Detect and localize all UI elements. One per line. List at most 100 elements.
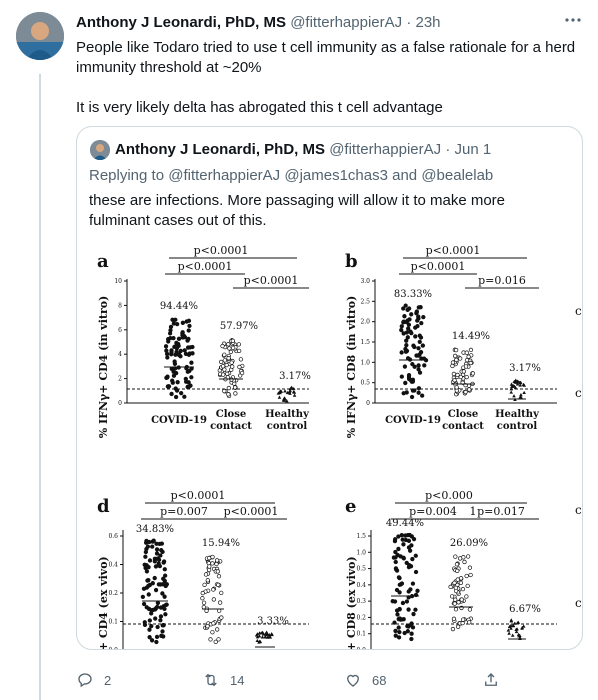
data-point <box>468 347 474 353</box>
tweet-text-line-2: It is very likely delta has abrogated th… <box>76 99 443 116</box>
category-close-2: contact <box>210 421 252 432</box>
data-point <box>464 357 470 363</box>
data-point <box>392 537 398 542</box>
data-point <box>216 582 221 587</box>
data-point <box>506 628 511 632</box>
data-point <box>412 388 417 393</box>
replying-handle-2[interactable]: @james1chas3 <box>284 167 388 184</box>
data-point <box>393 633 398 638</box>
edge-letter: c <box>575 304 582 318</box>
data-point <box>143 554 148 559</box>
like-count: 68 <box>372 672 387 688</box>
data-point <box>399 350 404 355</box>
y-tick-label: 0.1 <box>356 631 366 638</box>
data-point <box>463 389 468 395</box>
data-point <box>269 632 274 636</box>
author-name[interactable]: Anthony J Leonardi, PhD, MS <box>76 14 287 31</box>
data-point <box>173 386 178 391</box>
data-point <box>179 391 184 396</box>
data-point <box>229 360 234 365</box>
data-point <box>403 349 409 354</box>
data-point <box>522 390 526 395</box>
data-point <box>149 611 154 616</box>
data-point <box>221 372 226 377</box>
data-point <box>453 607 459 612</box>
percent-healthy: 6.67% <box>509 604 541 615</box>
avatar[interactable] <box>16 12 64 60</box>
data-point <box>403 303 408 308</box>
data-point <box>203 572 209 577</box>
data-point <box>288 391 292 395</box>
y-tick-label: 0.0 <box>108 647 118 649</box>
data-point <box>237 364 242 370</box>
data-point <box>255 638 260 643</box>
data-point <box>416 390 421 395</box>
data-point <box>201 604 206 610</box>
author-handle[interactable]: @fitterhappierAJ <box>290 14 403 31</box>
data-point <box>418 305 423 310</box>
data-point <box>461 369 466 374</box>
data-point <box>413 569 419 575</box>
like-button[interactable]: 68 <box>344 668 386 692</box>
y-tick-label: 3.0 <box>360 278 370 285</box>
data-point <box>393 549 398 555</box>
share-button[interactable] <box>482 668 510 692</box>
tweet-time[interactable]: 23h <box>415 14 441 31</box>
data-point <box>449 594 455 599</box>
data-point <box>230 364 235 369</box>
data-point <box>515 627 519 631</box>
data-point <box>454 385 459 390</box>
data-point <box>409 394 415 400</box>
replying-handle-1[interactable]: @fitterhappierAJ <box>168 167 281 184</box>
data-point <box>186 328 191 333</box>
data-point <box>222 352 227 357</box>
data-point <box>464 350 469 355</box>
percent-close: 26.09% <box>450 538 488 549</box>
data-point <box>163 612 168 617</box>
data-point <box>393 555 398 560</box>
edge-letter: c <box>575 596 582 610</box>
data-point <box>468 360 473 366</box>
percent-close: 57.97% <box>220 321 258 332</box>
data-point <box>163 344 169 349</box>
retweet-button[interactable]: 14 <box>202 668 244 692</box>
data-point <box>180 332 185 338</box>
data-point <box>448 584 453 590</box>
data-point <box>238 357 244 362</box>
data-point <box>279 389 284 393</box>
quoted-figure-image[interactable]: a% IFNγ+ CD4 (in vitro) 10 8 6 4 2 0 p<0.0001 p<… <box>77 239 582 649</box>
data-point <box>228 349 233 355</box>
data-point <box>521 382 526 386</box>
data-point <box>462 559 467 565</box>
data-point <box>219 590 224 596</box>
quoted-tweet[interactable]: Anthony J Leonardi, PhD, MS @fitterhappi… <box>76 126 583 650</box>
data-point <box>416 353 421 358</box>
data-point <box>518 383 523 387</box>
data-point <box>509 387 514 391</box>
data-point <box>417 339 422 345</box>
data-point <box>511 383 515 387</box>
y-tick-label: 0.2 <box>108 590 118 597</box>
reply-button[interactable]: 2 <box>76 668 111 692</box>
data-point <box>162 567 167 572</box>
data-point <box>226 392 231 397</box>
y-tick-label: 0 <box>366 400 370 407</box>
data-point <box>145 578 150 583</box>
data-point <box>200 590 205 596</box>
data-point <box>176 341 181 347</box>
more-icon[interactable] <box>563 10 583 30</box>
data-point <box>455 577 460 582</box>
quoted-separator: · <box>445 141 451 158</box>
data-point <box>413 607 418 612</box>
percent-healthy: 3.33% <box>257 616 289 627</box>
data-point <box>144 569 150 574</box>
data-point <box>205 578 210 583</box>
data-point <box>411 537 417 542</box>
data-point <box>460 620 465 626</box>
data-point <box>257 634 262 638</box>
data-point <box>509 382 514 386</box>
data-point <box>162 606 167 612</box>
data-point <box>514 629 519 634</box>
replying-handle-3[interactable]: @bealelab <box>421 167 494 184</box>
data-point <box>412 344 417 350</box>
